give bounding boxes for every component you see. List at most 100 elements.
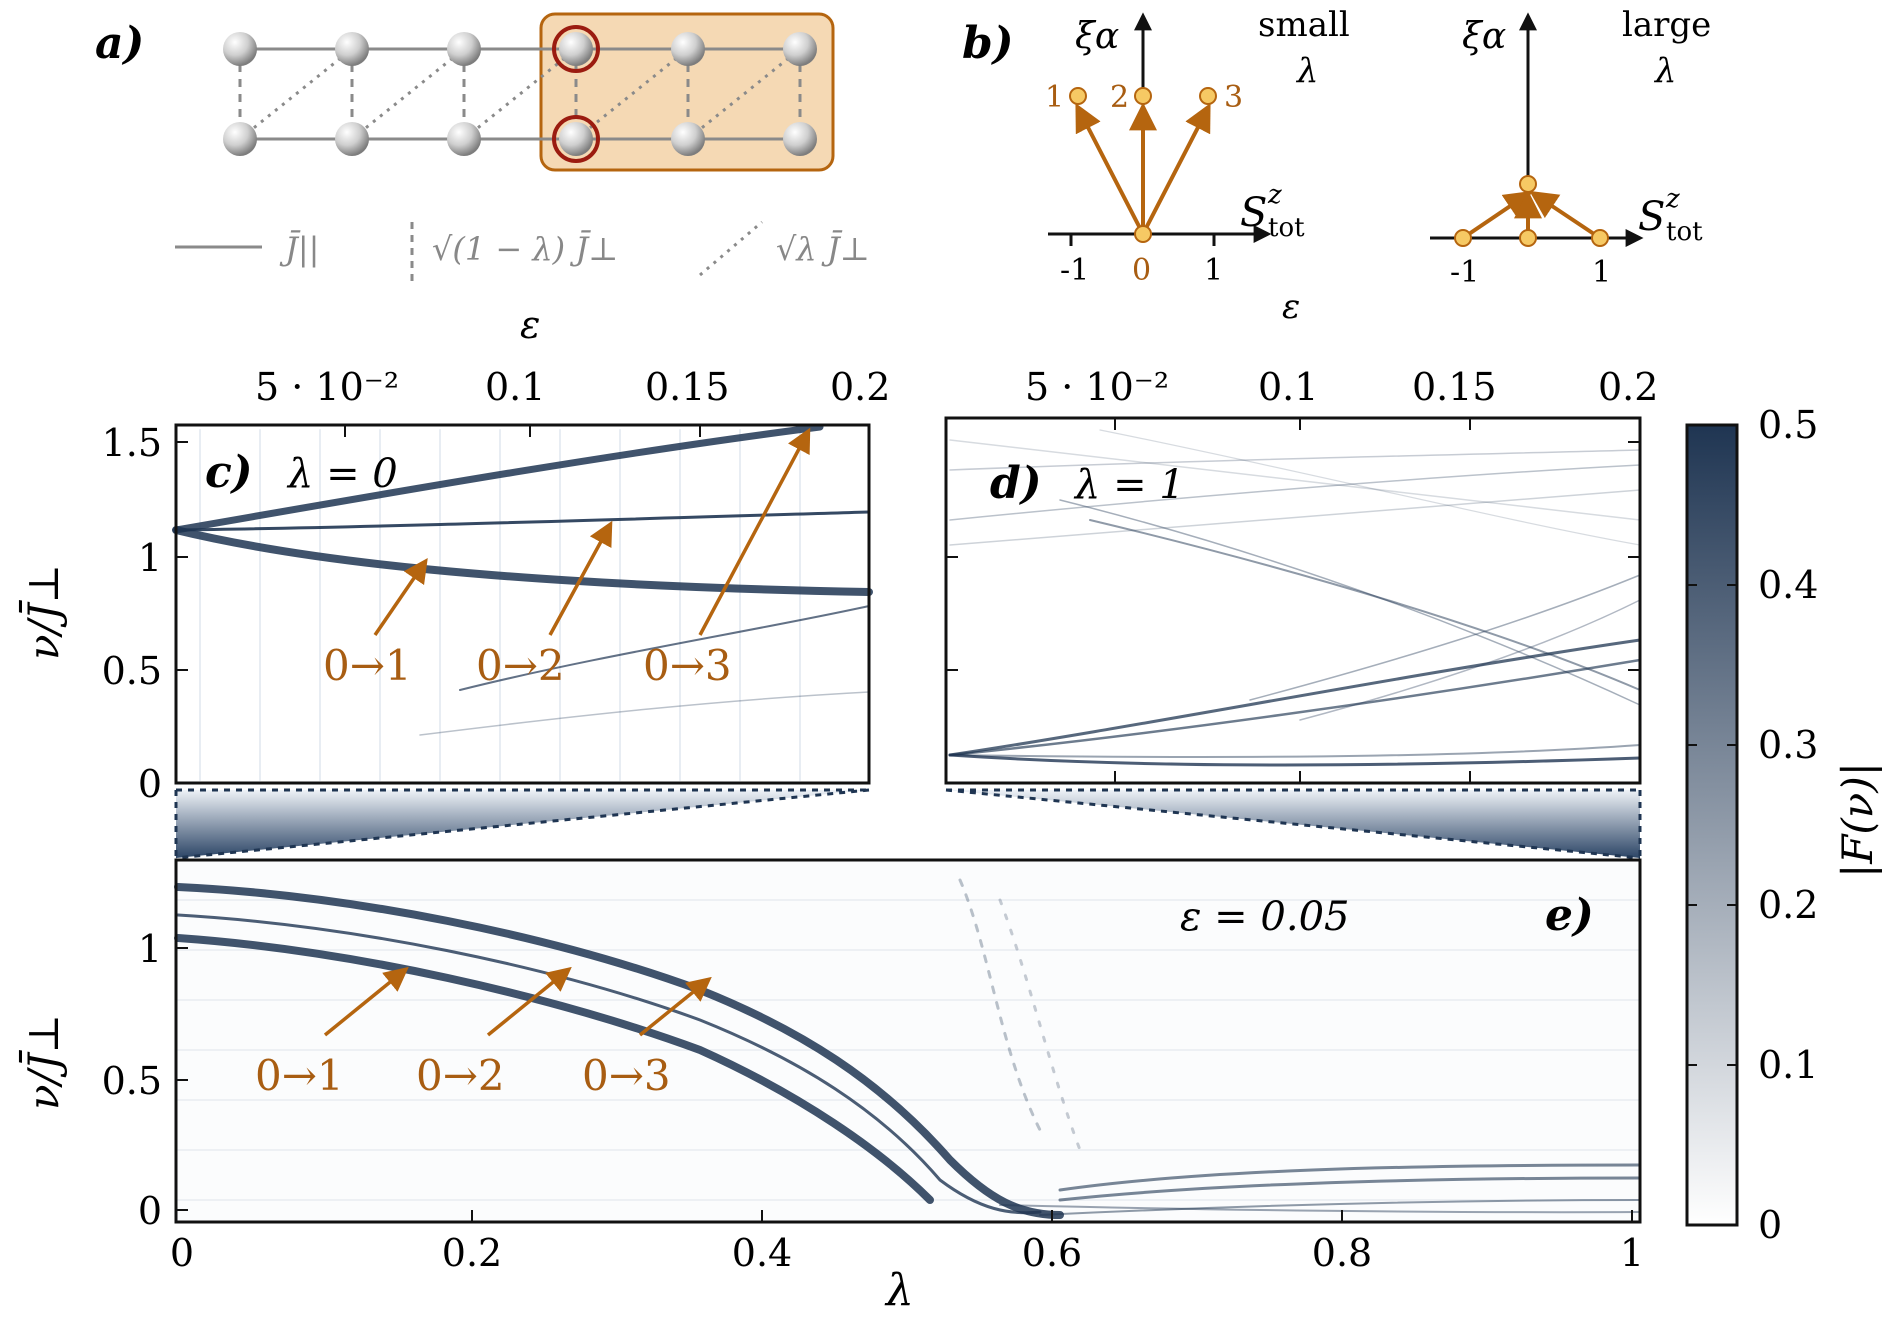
ladder-sites <box>223 25 817 163</box>
panel-e-ylabel: ν/J̄⊥ <box>17 1014 68 1110</box>
svg-text:0.4: 0.4 <box>732 1231 792 1275</box>
colorbar: 0.5 0.4 0.3 0.2 0.1 0 |F(ν)| <box>1685 403 1882 1247</box>
svg-text:0.8: 0.8 <box>1312 1231 1372 1275</box>
svg-text:0.5: 0.5 <box>102 1059 162 1103</box>
arrow-e-02: 0→2 <box>416 1051 505 1100</box>
top-tick-c-3: 0.2 <box>830 365 890 409</box>
colorbar-label: |F(ν)| <box>1833 762 1882 878</box>
svg-text:tot: tot <box>1666 217 1703 247</box>
arrow-c-02: 0→2 <box>476 641 565 690</box>
svg-text:0.5: 0.5 <box>1758 403 1818 447</box>
svg-text:z: z <box>1665 184 1680 214</box>
panel-c: c) λ = 0 0→1 0→2 0→3 1.5 1 0.5 0 ν/J̄⊥ <box>17 421 873 806</box>
arrow-e-03: 0→3 <box>582 1051 671 1100</box>
panel-e-xticks: 0 0.2 0.4 0.6 0.8 1 <box>170 1231 1644 1275</box>
top-tick-d-2: 0.15 <box>1412 365 1497 409</box>
arrow-e-01: 0→1 <box>255 1051 344 1100</box>
panel-e-param: ε = 0.05 <box>1180 894 1349 940</box>
tick-minus1: -1 <box>1060 253 1089 288</box>
panel-d: d) λ = 1 <box>944 416 1642 785</box>
panel-c-ylabel: ν/J̄⊥ <box>17 564 68 660</box>
top-tick-d-3: 0.2 <box>1598 365 1658 409</box>
panel-e-xlabel: λ <box>884 1265 914 1316</box>
svg-text:0.5: 0.5 <box>102 649 162 693</box>
svg-text:0: 0 <box>1758 1203 1782 1247</box>
top-tick-c-0: 5 · 10⁻² <box>255 365 399 409</box>
panel-c-arrows <box>373 427 811 636</box>
top-axis-c: ε 5 · 10⁻² 0.1 0.15 0.2 <box>255 303 890 409</box>
panel-d-label: d) <box>990 458 1042 509</box>
svg-text:S: S <box>1638 194 1665 240</box>
svg-text:0.2: 0.2 <box>1758 883 1818 927</box>
panel-c-spectrum <box>172 423 873 781</box>
panel-a-legend: J̄|| √(1 − λ) J̄⊥ √λ J̄⊥ <box>175 220 870 282</box>
svg-text:1: 1 <box>138 927 162 971</box>
svg-text:0.4: 0.4 <box>1758 563 1818 607</box>
tick-large-1: 1 <box>1592 255 1611 290</box>
legend-rung: √(1 − λ) J̄⊥ <box>432 230 618 268</box>
svg-text:0: 0 <box>170 1231 194 1275</box>
svg-text:0.6: 0.6 <box>1022 1231 1082 1275</box>
svg-text:tot: tot <box>1268 213 1305 243</box>
tick-large-minus1: -1 <box>1450 255 1479 290</box>
tick-1: 1 <box>1204 253 1223 288</box>
svg-text:1: 1 <box>1620 1231 1644 1275</box>
legend-parallel: J̄|| <box>279 230 319 268</box>
panel-c-frame <box>174 423 871 785</box>
panel-e-ticks <box>176 947 1633 1222</box>
panel-c-param: λ = 0 <box>286 451 398 497</box>
tick-0: 0 <box>1132 253 1151 288</box>
state-1-label: 1 <box>1045 80 1064 115</box>
panel-d-param: λ = 1 <box>1073 462 1185 508</box>
diagram-small-lambda: 1 2 3 -1 0 1 ξα small λ S z tot ε <box>1045 5 1350 327</box>
top-axis-d: 5 · 10⁻² 0.1 0.15 0.2 <box>1025 365 1658 409</box>
panel-a: a) <box>95 12 870 282</box>
top-tick-d-1: 0.1 <box>1258 365 1318 409</box>
panel-c-label: c) <box>205 447 253 498</box>
unit-cell-highlight <box>539 12 835 172</box>
svg-text:0.3: 0.3 <box>1758 723 1818 767</box>
large-lambda: λ <box>1653 51 1677 91</box>
svg-text:0: 0 <box>138 762 162 806</box>
panel-b-label: b) <box>962 18 1014 69</box>
panel-e-frame <box>174 858 1642 1224</box>
state-3-label: 3 <box>1224 80 1243 115</box>
colorbar-ticks: 0.5 0.4 0.3 0.2 0.1 0 <box>1758 403 1818 1247</box>
svg-text:1: 1 <box>138 536 162 580</box>
panel-d-frame <box>944 416 1642 785</box>
panel-c-yticks: 1.5 1 0.5 0 <box>102 421 162 806</box>
stot-label-small: S z tot <box>1240 180 1305 243</box>
panel-e: ε = 0.05 e) 0→1 0→2 0→3 1 0.5 0 ν/J̄⊥ 0 … <box>17 858 1644 1316</box>
top-tick-c-2: 0.15 <box>645 365 730 409</box>
panel-e-spectrum <box>174 878 1642 1219</box>
panel-e-yticks: 1 0.5 0 <box>102 927 162 1233</box>
zoom-connectors <box>174 788 1642 860</box>
panel-c-ticks <box>176 425 701 784</box>
svg-text:1.5: 1.5 <box>102 421 162 465</box>
epsilon-label-b: ε <box>1282 287 1300 327</box>
arrow-c-03: 0→3 <box>643 641 732 690</box>
xi-alpha-label: ξα <box>1075 16 1119 57</box>
legend-diagonal: √λ J̄⊥ <box>776 230 870 268</box>
small-text: small <box>1258 5 1350 45</box>
top-tick-c-1: 0.1 <box>485 365 545 409</box>
panel-e-noise <box>176 899 1640 1201</box>
small-lambda: λ <box>1295 51 1319 91</box>
panel-a-label: a) <box>95 18 144 69</box>
svg-text:0.1: 0.1 <box>1758 1043 1818 1087</box>
large-text: large <box>1622 5 1711 45</box>
panel-d-ticks <box>946 418 1640 783</box>
stot-label-large: S z tot <box>1638 184 1703 247</box>
epsilon-top-label: ε <box>520 303 540 347</box>
state-2-label: 2 <box>1110 80 1129 115</box>
arrow-c-01: 0→1 <box>323 641 412 690</box>
top-tick-d-0: 5 · 10⁻² <box>1025 365 1169 409</box>
xi-alpha-label-large: ξα <box>1462 16 1506 57</box>
panel-e-label: e) <box>1545 890 1594 941</box>
panel-e-arrows <box>323 966 712 1037</box>
diagram-large-lambda: -1 1 ξα large λ S z tot <box>1430 5 1711 290</box>
panel-b: b) 1 2 3 -1 0 1 ξα small λ S z <box>962 5 1711 327</box>
svg-text:0.2: 0.2 <box>442 1231 502 1275</box>
svg-text:z: z <box>1267 180 1282 210</box>
svg-text:S: S <box>1240 190 1267 236</box>
